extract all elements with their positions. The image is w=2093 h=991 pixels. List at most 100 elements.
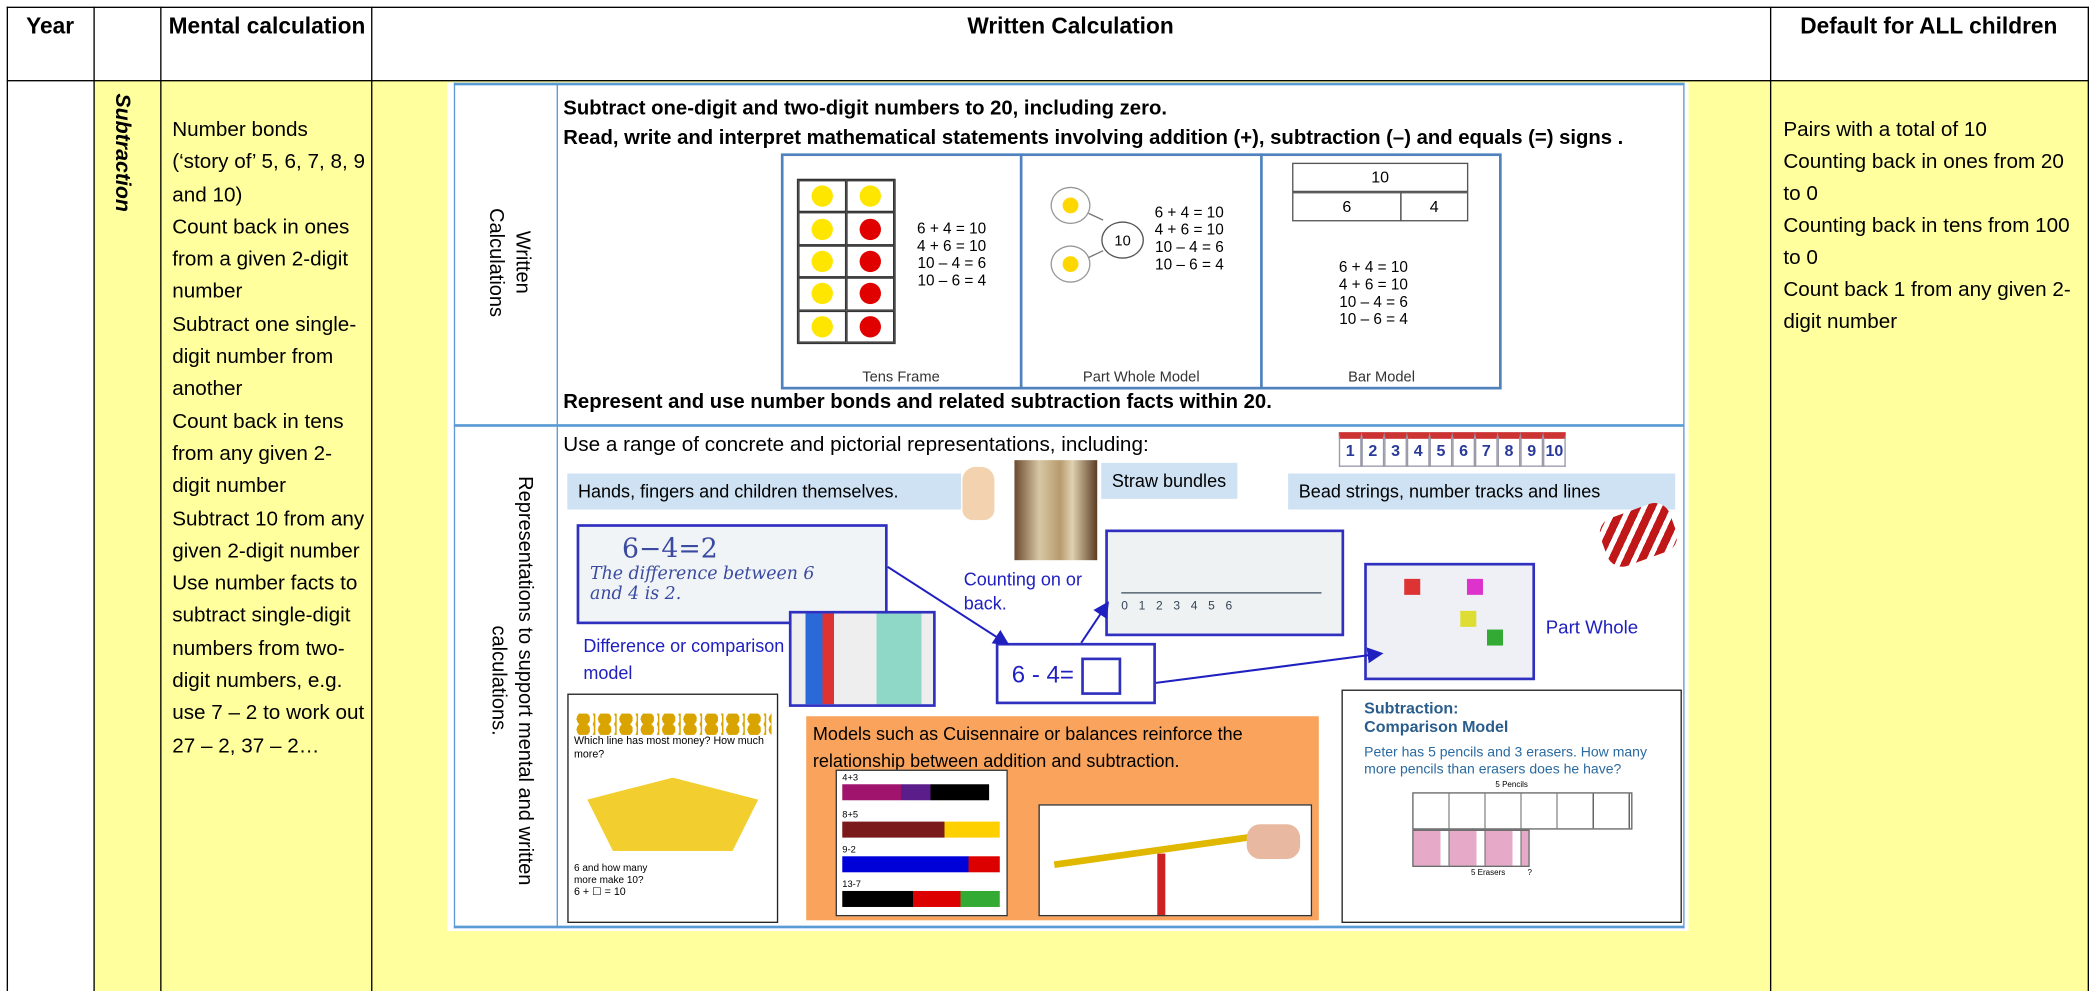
label-part-whole: Part Whole bbox=[1545, 616, 1639, 638]
money-sentence: 6 + ☐ = 10 bbox=[573, 885, 626, 898]
figure-line bbox=[453, 82, 1685, 86]
arrow bbox=[1155, 647, 1384, 684]
label-hands: Hands, fingers and children themselves. bbox=[567, 473, 962, 510]
list-item: Count back 1 from any given 2-digit numb… bbox=[1783, 278, 2071, 334]
bar-whole: 10 bbox=[1292, 162, 1469, 193]
sum-box: 6 - 4= bbox=[995, 642, 1156, 705]
rod bbox=[842, 890, 1000, 907]
models-divider bbox=[1019, 153, 1023, 390]
list-item: 6 bbox=[1452, 432, 1475, 467]
list-item: Counting back in ones from 20 to 0 bbox=[1783, 150, 2064, 206]
list-item: 10 – 6 = 4 bbox=[1155, 257, 1224, 274]
cell bbox=[798, 310, 847, 343]
models-divider bbox=[1260, 153, 1263, 390]
table-border bbox=[160, 6, 162, 991]
label-straws: Straw bundles bbox=[1101, 462, 1237, 499]
rod-label: 8+5 bbox=[842, 810, 859, 821]
arrows bbox=[887, 566, 1384, 684]
number-track: 1 2 3 4 5 6 7 8 9 10 bbox=[1338, 432, 1566, 467]
written-label: Written Calculations bbox=[484, 208, 534, 318]
cell bbox=[798, 180, 847, 213]
list-item: 0 bbox=[1121, 598, 1128, 613]
models-note: Models such as Cuisennaire or balances r… bbox=[812, 724, 1243, 771]
balance-picture bbox=[1038, 804, 1313, 917]
list-item: 8 bbox=[1497, 432, 1521, 467]
beam bbox=[1053, 829, 1280, 869]
bar-part: 4 bbox=[1400, 192, 1469, 222]
list-item: Count back in tens from any given 2-digi… bbox=[172, 410, 344, 498]
list-item: 6 bbox=[1225, 598, 1233, 613]
hand-picture bbox=[962, 466, 995, 521]
label-counting: Counting on or back. bbox=[963, 569, 1082, 614]
list-item: 4 bbox=[1190, 598, 1198, 613]
list-item: 6 + 4 = 10 bbox=[1338, 260, 1408, 277]
cell bbox=[846, 277, 895, 311]
arrow bbox=[1080, 601, 1110, 644]
pencils-bar bbox=[1412, 792, 1633, 830]
cell bbox=[798, 277, 847, 311]
comparison-problem: Peter has 5 pencils and 3 erasers. How m… bbox=[1364, 744, 1647, 778]
counter bbox=[811, 185, 833, 207]
axis bbox=[1121, 592, 1322, 594]
table-border bbox=[2087, 6, 2089, 991]
representations-label: Representations to support mental and wr… bbox=[487, 475, 537, 885]
coins bbox=[573, 713, 772, 735]
list-item: 10 – 4 = 6 bbox=[917, 256, 987, 273]
list-item: 2 bbox=[1155, 598, 1163, 613]
list-item: 4 + 6 = 10 bbox=[1338, 277, 1408, 294]
list-item: Counting back in tens from 100 to 0 bbox=[1783, 214, 2070, 270]
list-item: 7 bbox=[1474, 432, 1498, 467]
header-default: Default for ALL children bbox=[1800, 13, 2058, 39]
counter bbox=[859, 315, 881, 338]
counter bbox=[859, 218, 881, 240]
sum: 6 - 4= bbox=[1011, 661, 1074, 688]
list-item: 10 bbox=[1543, 432, 1566, 467]
models-note-box: Models such as Cuisennaire or balances r… bbox=[806, 716, 1319, 921]
equations: 6 + 4 = 10 4 + 6 = 10 10 – 4 = 6 10 – 6 = 4 bbox=[1155, 205, 1224, 274]
money-picture: Which line has most money? How much more… bbox=[567, 693, 779, 923]
mental-list: Number bonds (‘story of’ 5, 6, 7, 8, 9 a… bbox=[172, 115, 367, 763]
counter bbox=[811, 250, 833, 273]
figure: Written Calculations Representations to … bbox=[447, 82, 1689, 931]
comparison-subtitle: Comparison Model bbox=[1364, 717, 1509, 737]
list-item: Subtract one single-digit number from an… bbox=[172, 313, 357, 401]
caption: Tens Frame bbox=[862, 369, 940, 386]
equations: 6 + 4 = 10 4 + 6 = 10 10 – 4 = 6 10 – 6 = 4 bbox=[917, 221, 986, 290]
default-list: Pairs with a total of 10 Counting back in… bbox=[1783, 115, 2085, 339]
intro: Use a range of concrete and pictorial re… bbox=[563, 433, 1149, 457]
list-item: 2 bbox=[1361, 432, 1385, 467]
models-box bbox=[780, 153, 1502, 390]
objective: Subtract one-digit and two-digit numbers… bbox=[563, 97, 1167, 121]
hanger bbox=[587, 777, 759, 851]
tens-frame bbox=[796, 178, 896, 345]
part-whole-picture bbox=[1364, 562, 1536, 681]
cube bbox=[1466, 578, 1483, 595]
blank-box bbox=[1080, 657, 1121, 695]
cell bbox=[798, 212, 847, 246]
rod bbox=[842, 856, 1000, 873]
list-item: Count back in ones from a given 2-digit … bbox=[172, 215, 350, 304]
comparison-top: 5 Pencils bbox=[1495, 781, 1528, 790]
comparison-title: Subtraction: bbox=[1364, 698, 1459, 718]
label-difference: Difference or comparison model bbox=[583, 636, 785, 683]
rod bbox=[842, 784, 990, 801]
rod bbox=[842, 821, 1000, 838]
hand bbox=[1246, 824, 1301, 859]
list-item: 10 – 4 = 6 bbox=[1339, 294, 1408, 311]
list-item: 9 bbox=[1520, 432, 1544, 467]
counter bbox=[811, 283, 833, 305]
rod-label: 13-7 bbox=[842, 880, 861, 890]
list-item: Pairs with a total of 10 bbox=[1783, 118, 1987, 142]
table-border bbox=[6, 6, 2089, 9]
list-item: 1 bbox=[1338, 432, 1362, 467]
list-item: 3 bbox=[1384, 432, 1407, 467]
erasers-bar bbox=[1412, 829, 1530, 867]
cube bbox=[1404, 578, 1421, 595]
comparison-unknown: ? bbox=[1527, 869, 1532, 878]
cube bbox=[1486, 629, 1504, 646]
table-border bbox=[93, 6, 95, 991]
equations: 6 + 4 = 10 4 + 6 = 10 10 – 4 = 6 10 – 6 = 4 bbox=[1339, 260, 1408, 329]
cube bbox=[1460, 610, 1477, 627]
